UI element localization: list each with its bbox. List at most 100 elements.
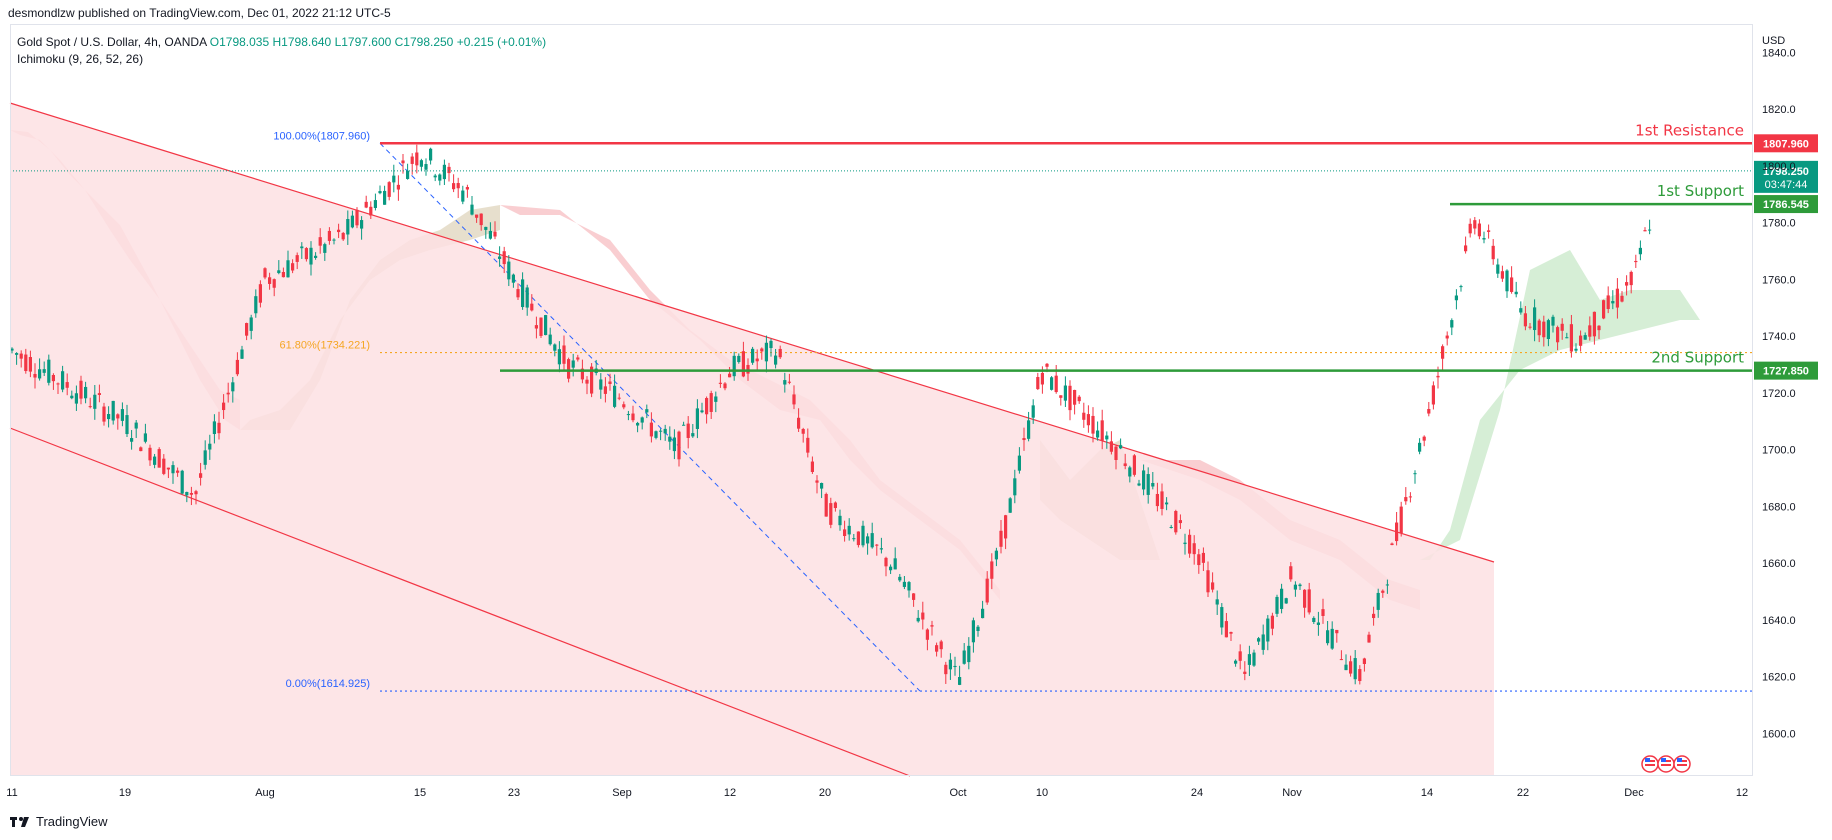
candle-body bbox=[1372, 613, 1376, 619]
candle-body bbox=[544, 315, 548, 336]
candle-body bbox=[792, 394, 796, 405]
indicator-label: Ichimoku (9, 26, 52, 26) bbox=[17, 52, 144, 66]
candle-body bbox=[456, 183, 460, 189]
candle-body bbox=[212, 421, 216, 435]
candle-body bbox=[346, 219, 350, 235]
flag-stripe bbox=[1677, 764, 1687, 766]
candle-body bbox=[971, 620, 975, 643]
candle-body bbox=[1266, 618, 1270, 642]
candle-body bbox=[235, 359, 239, 375]
candle-body bbox=[875, 544, 879, 546]
candle-body bbox=[56, 383, 60, 385]
x-tick-label: 15 bbox=[414, 787, 426, 799]
candle-body bbox=[1229, 631, 1233, 634]
candle-body bbox=[1142, 470, 1146, 490]
candle-body bbox=[1238, 651, 1242, 661]
candle-body bbox=[1597, 325, 1601, 331]
candle-body bbox=[452, 183, 456, 190]
candle-body bbox=[921, 612, 925, 620]
candle-body bbox=[939, 641, 943, 650]
candle-body bbox=[107, 414, 111, 420]
candle-body bbox=[1086, 414, 1090, 426]
candle-body bbox=[327, 230, 331, 241]
candle-body bbox=[360, 220, 364, 229]
candle-body bbox=[585, 379, 589, 384]
y-tick-label: 1760.0 bbox=[1762, 274, 1796, 286]
time-axis[interactable]: 11 19 Aug 15 23 Sep 12 20 Oct 10 24 Nov 14 22 Dec 12 bbox=[6, 787, 1748, 799]
candle-body bbox=[1270, 615, 1274, 629]
fib-level-label: 0.00%(1614.925) bbox=[286, 678, 370, 690]
candle-body bbox=[516, 289, 520, 298]
candle-body bbox=[1197, 554, 1201, 566]
x-tick-label: Nov bbox=[1282, 787, 1302, 799]
candle-body bbox=[304, 248, 308, 260]
candle-body bbox=[93, 394, 97, 409]
candle-body bbox=[134, 422, 138, 429]
candle-body bbox=[1068, 385, 1072, 411]
candle-body bbox=[1201, 552, 1205, 563]
candle-body bbox=[42, 369, 46, 373]
x-tick-label: 11 bbox=[6, 787, 17, 799]
candle-body bbox=[576, 357, 580, 360]
last-price-tag bbox=[1754, 160, 1818, 193]
economic-events[interactable] bbox=[1641, 755, 1691, 773]
candle-body bbox=[958, 677, 962, 685]
candle-body bbox=[898, 576, 902, 581]
candle-body bbox=[843, 529, 847, 537]
candlesticks bbox=[10, 144, 1652, 686]
candle-body bbox=[1358, 669, 1362, 682]
candle-body bbox=[1468, 223, 1472, 234]
candle-body bbox=[130, 438, 134, 442]
chart-legend: Gold Spot / U.S. Dollar, 4h, OANDA O1798… bbox=[17, 34, 546, 68]
channel-upper-line bbox=[9, 102, 1495, 563]
candle-body bbox=[1307, 589, 1311, 613]
candle-body bbox=[603, 386, 607, 394]
candle-body bbox=[1073, 389, 1077, 405]
candle-body bbox=[760, 348, 764, 352]
descending-channel bbox=[9, 102, 1495, 777]
y-tick-label: 1720.0 bbox=[1762, 388, 1796, 400]
candle-body bbox=[847, 525, 851, 535]
candle-body bbox=[1399, 506, 1403, 534]
flag-canton bbox=[1677, 758, 1682, 762]
candle-body bbox=[861, 525, 865, 546]
candle-body bbox=[631, 413, 635, 421]
candle-body bbox=[962, 650, 966, 664]
candle-body bbox=[245, 323, 249, 336]
candle-body bbox=[1151, 482, 1155, 487]
publish-credit: desmondlzw published on TradingView.com,… bbox=[8, 6, 391, 20]
candle-body bbox=[1408, 496, 1412, 498]
candle-body bbox=[291, 263, 295, 271]
candle-body bbox=[125, 415, 129, 435]
candle-body bbox=[1077, 396, 1081, 402]
x-tick-label: 14 bbox=[1421, 787, 1433, 799]
bar-countdown: 03:47:44 bbox=[1765, 179, 1808, 191]
x-tick-label: Aug bbox=[255, 787, 275, 799]
candle-body bbox=[599, 379, 603, 390]
level-price-tag bbox=[1754, 195, 1818, 214]
candle-body bbox=[700, 410, 704, 413]
candle-body bbox=[1487, 230, 1491, 232]
candle-body bbox=[1008, 498, 1012, 513]
candle-body bbox=[1560, 323, 1564, 331]
candle-body bbox=[1353, 658, 1357, 680]
candle-body bbox=[1436, 375, 1440, 378]
candle-body bbox=[1496, 264, 1500, 274]
candle-body bbox=[1528, 326, 1532, 328]
fib-trend-line bbox=[379, 142, 921, 692]
candle-body bbox=[1620, 295, 1624, 302]
candle-body bbox=[622, 404, 626, 408]
candle-body bbox=[718, 382, 722, 384]
candle-body bbox=[953, 665, 957, 668]
candle-body bbox=[157, 449, 161, 468]
tradingview-brand[interactable]: TradingView bbox=[10, 814, 108, 829]
candle-body bbox=[120, 409, 124, 421]
candle-body bbox=[879, 548, 883, 550]
candle-body bbox=[755, 358, 759, 362]
price-axis[interactable]: USD 1600.0 1620.0 1640.0 1660.0 1680.0 1700.0 1… bbox=[1762, 35, 1796, 740]
candle-body bbox=[74, 393, 78, 404]
candle-body bbox=[640, 417, 644, 423]
candle-body bbox=[824, 493, 828, 517]
candle-body bbox=[1450, 320, 1454, 328]
